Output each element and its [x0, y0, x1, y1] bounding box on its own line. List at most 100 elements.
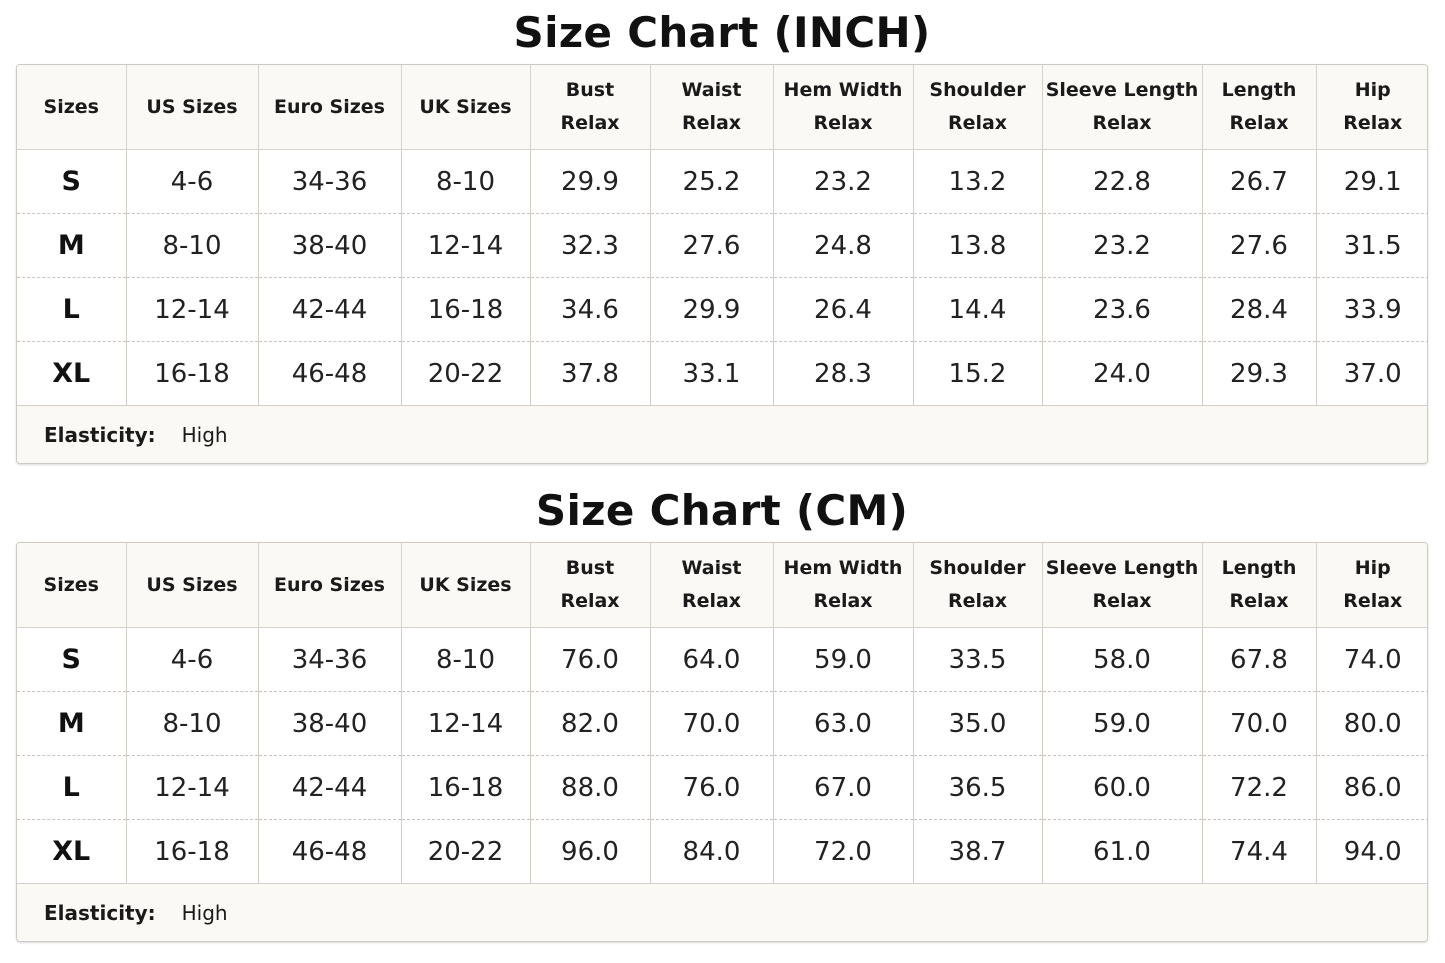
elasticity-label: Elasticity:: [44, 422, 156, 447]
size-chart-cm-table: Sizes US Sizes Euro Sizes UK Sizes Bust R…: [17, 543, 1427, 884]
table-cell: 15.2: [912, 341, 1042, 406]
table-cell: 12-14: [125, 755, 258, 820]
table-cell: 28.3: [772, 341, 913, 406]
table-cell: 76.0: [529, 627, 650, 692]
table-cell: 8-10: [125, 691, 258, 756]
table-cell: M: [17, 213, 126, 278]
elasticity-row: Elasticity: High: [17, 406, 1427, 463]
table-cell: 42-44: [257, 755, 401, 820]
table-cell: 29.9: [529, 149, 650, 214]
table-cell: 74.0: [1315, 627, 1427, 692]
table-cell: XL: [17, 341, 126, 406]
table-row: S 4-6 34-36 8-10 29.9 25.2 23.2 13.2 22.…: [17, 149, 1427, 214]
table-cell: 16-18: [125, 341, 258, 406]
table-cell: 84.0: [649, 819, 773, 884]
table-cell: 72.2: [1201, 755, 1316, 820]
table-cell: 22.8: [1041, 149, 1202, 214]
header-cell: Length Relax: [1201, 65, 1316, 150]
table-cell: 32.3: [529, 213, 650, 278]
table-cell: 74.4: [1201, 819, 1316, 884]
table-header-row: Sizes US Sizes Euro Sizes UK Sizes Bust R…: [17, 65, 1427, 150]
table-cell: 23.6: [1041, 277, 1202, 342]
table-cell: 46-48: [257, 341, 401, 406]
header-cell: Hem Width Relax: [772, 543, 913, 628]
table-cell: 26.7: [1201, 149, 1316, 214]
table-cell: 4-6: [125, 627, 258, 692]
table-cell: 59.0: [772, 627, 913, 692]
table-cell: L: [17, 277, 126, 342]
table-cell: 34.6: [529, 277, 650, 342]
table-cell: 38.7: [912, 819, 1042, 884]
header-cell: Sizes: [17, 543, 126, 628]
size-chart-inch-table: Sizes US Sizes Euro Sizes UK Sizes Bust R…: [17, 65, 1427, 406]
table-cell: XL: [17, 819, 126, 884]
table-cell: 8-10: [400, 149, 530, 214]
size-chart-inch-table-card: Sizes US Sizes Euro Sizes UK Sizes Bust R…: [16, 64, 1428, 464]
size-chart-cm-title: Size Chart (CM): [535, 486, 909, 535]
table-cell: 33.1: [649, 341, 773, 406]
table-cell: 38-40: [257, 691, 401, 756]
table-cell: M: [17, 691, 126, 756]
table-row: M 8-10 38-40 12-14 82.0 70.0 63.0 35.0 5…: [17, 691, 1427, 756]
table-cell: 12-14: [400, 213, 530, 278]
elasticity-value: High: [181, 900, 228, 925]
table-cell: 24.8: [772, 213, 913, 278]
header-cell: Hip Relax: [1315, 543, 1427, 628]
table-cell: 35.0: [912, 691, 1042, 756]
table-cell: 86.0: [1315, 755, 1427, 820]
table-cell: 34-36: [257, 627, 401, 692]
table-cell: 36.5: [912, 755, 1042, 820]
table-cell: 8-10: [125, 213, 258, 278]
table-cell: 20-22: [400, 819, 530, 884]
header-cell: Bust Relax: [529, 65, 650, 150]
table-cell: 70.0: [1201, 691, 1316, 756]
table-cell: 12-14: [125, 277, 258, 342]
table-cell: 8-10: [400, 627, 530, 692]
header-cell: Sleeve Length Relax: [1041, 65, 1202, 150]
table-cell: 37.0: [1315, 341, 1427, 406]
header-cell: Length Relax: [1201, 543, 1316, 628]
header-cell: Hip Relax: [1315, 65, 1427, 150]
table-cell: 12-14: [400, 691, 530, 756]
table-cell: 20-22: [400, 341, 530, 406]
table-cell: 33.9: [1315, 277, 1427, 342]
table-cell: 42-44: [257, 277, 401, 342]
table-cell: 27.6: [1201, 213, 1316, 278]
table-cell: 27.6: [649, 213, 773, 278]
table-row: L 12-14 42-44 16-18 34.6 29.9 26.4 14.4 …: [17, 277, 1427, 342]
table-cell: 60.0: [1041, 755, 1202, 820]
table-cell: 72.0: [772, 819, 913, 884]
table-cell: 37.8: [529, 341, 650, 406]
table-row: M 8-10 38-40 12-14 32.3 27.6 24.8 13.8 2…: [17, 213, 1427, 278]
header-cell: Waist Relax: [649, 65, 773, 150]
header-cell: Hem Width Relax: [772, 65, 913, 150]
header-cell: Sizes: [17, 65, 126, 150]
table-cell: 82.0: [529, 691, 650, 756]
table-cell: L: [17, 755, 126, 820]
table-cell: 67.0: [772, 755, 913, 820]
header-cell: Euro Sizes: [257, 65, 401, 150]
table-cell: 16-18: [400, 277, 530, 342]
table-cell: 38-40: [257, 213, 401, 278]
table-cell: 13.8: [912, 213, 1042, 278]
size-chart-cm-section: Size Chart (CM) Sizes US Sizes Euro Size…: [16, 478, 1428, 942]
header-cell: Sleeve Length Relax: [1041, 543, 1202, 628]
header-cell: UK Sizes: [400, 543, 530, 628]
table-cell: 70.0: [649, 691, 773, 756]
table-cell: 23.2: [772, 149, 913, 214]
table-cell: 29.1: [1315, 149, 1427, 214]
table-cell: 4-6: [125, 149, 258, 214]
table-cell: 16-18: [125, 819, 258, 884]
table-cell: 26.4: [772, 277, 913, 342]
size-chart-cm-table-card: Sizes US Sizes Euro Sizes UK Sizes Bust R…: [16, 542, 1428, 942]
table-cell: 14.4: [912, 277, 1042, 342]
table-cell: 25.2: [649, 149, 773, 214]
table-cell: 61.0: [1041, 819, 1202, 884]
table-cell: 88.0: [529, 755, 650, 820]
table-cell: 58.0: [1041, 627, 1202, 692]
table-cell: 76.0: [649, 755, 773, 820]
table-cell: 16-18: [400, 755, 530, 820]
table-cell: 31.5: [1315, 213, 1427, 278]
table-row: L 12-14 42-44 16-18 88.0 76.0 67.0 36.5 …: [17, 755, 1427, 820]
table-cell: 59.0: [1041, 691, 1202, 756]
